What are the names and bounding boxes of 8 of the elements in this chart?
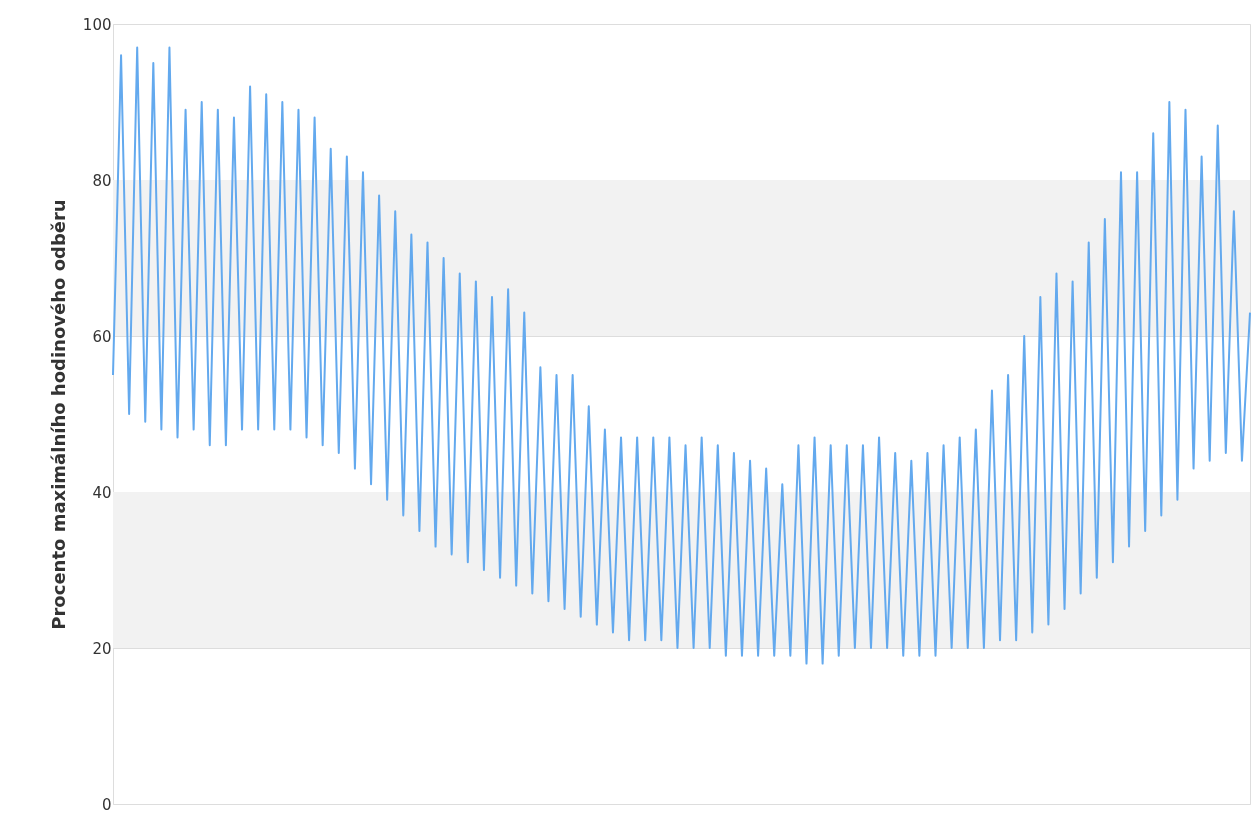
- y-tick-label: 100: [82, 15, 112, 34]
- y-tick-label: 60: [92, 327, 112, 346]
- y-axis-title: Procento maximálního hodinového odběru: [47, 199, 69, 630]
- y-tick-label: 40: [92, 483, 112, 502]
- y-tick-label: 80: [92, 171, 112, 190]
- y-tick-label: 0: [101, 795, 112, 814]
- line-series: [112, 46, 1251, 665]
- y-tick-label: 20: [92, 639, 112, 658]
